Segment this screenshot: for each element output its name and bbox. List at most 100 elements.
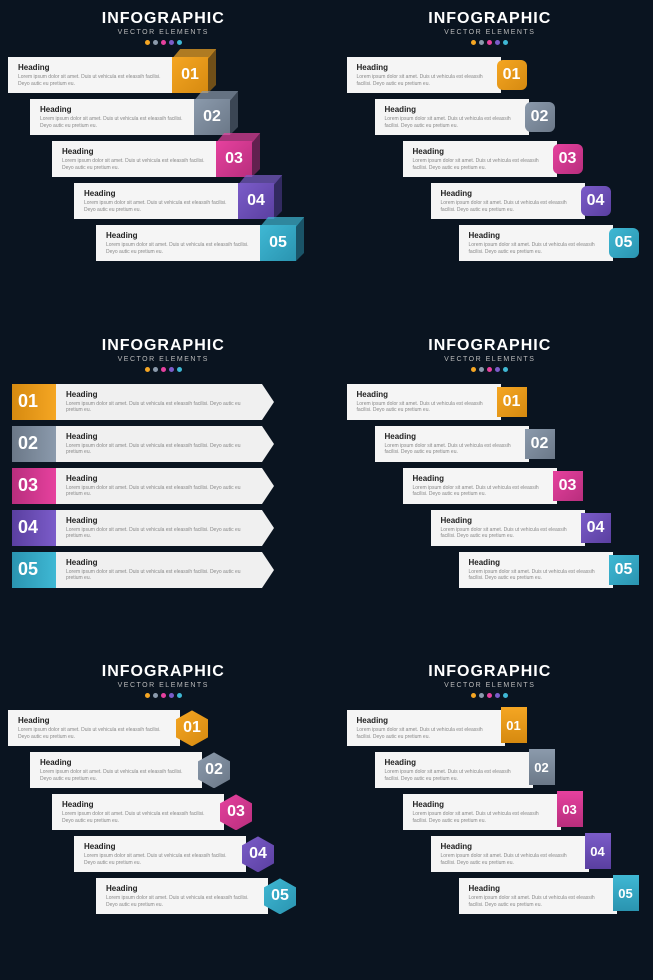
card-body: Lorem ipsum dolor sit amet. Duis ut vehi… (106, 895, 258, 908)
number-label: 04 (18, 517, 38, 538)
card-heading: Heading (441, 189, 575, 198)
dot-row (327, 40, 653, 45)
subtitle: VECTOR ELEMENTS (0, 356, 327, 363)
number-label: 04 (238, 183, 274, 219)
subtitle: VECTOR ELEMENTS (327, 356, 653, 363)
square-badge: 02 (525, 429, 555, 459)
card-heading: Heading (413, 800, 551, 809)
list-item: HeadingLorem ipsum dolor sit amet. Duis … (347, 710, 527, 746)
card-heading: Heading (469, 231, 603, 240)
list-item: HeadingLorem ipsum dolor sit amet. Duis … (375, 426, 555, 462)
info-card: Heading Lorem ipsum dolor sit amet. Duis … (459, 225, 613, 261)
square-badge: 04 (581, 513, 611, 543)
card-body: Lorem ipsum dolor sit amet. Duis ut vehi… (469, 242, 603, 255)
number-label: 04 (585, 833, 611, 869)
subtitle: VECTOR ELEMENTS (327, 682, 653, 689)
card-heading: Heading (413, 147, 547, 156)
list-item: 02HeadingLorem ipsum dolor sit amet. Dui… (12, 426, 262, 462)
decorative-dot (153, 367, 158, 372)
decorative-dot (495, 693, 500, 698)
list-item: HeadingLorem ipsum dolor sit amet. Duis … (8, 710, 208, 746)
info-card: HeadingLorem ipsum dolor sit amet. Duis … (347, 57, 501, 93)
panel-hexagons: INFOGRAPHIC VECTOR ELEMENTS HeadingLorem… (0, 653, 327, 980)
card-body: Lorem ipsum dolor sit amet. Duis ut vehi… (106, 242, 250, 255)
info-card: Heading Lorem ipsum dolor sit amet. Duis … (375, 752, 533, 788)
list-item: HeadingLorem ipsum dolor sit amet. Duis … (52, 141, 252, 177)
info-card: Heading Lorem ipsum dolor sit amet. Duis … (96, 878, 268, 914)
card-heading: Heading (385, 105, 519, 114)
hexagon-badge: 04 (242, 836, 274, 872)
card-heading: Heading (18, 63, 162, 72)
card-body: Lorem ipsum dolor sit amet. Duis ut vehi… (84, 200, 228, 213)
info-card: HeadingLorem ipsum dolor sit amet. Duis … (403, 141, 557, 177)
list-item: HeadingLorem ipsum dolor sit amet. Duis … (347, 57, 527, 93)
card-heading: Heading (106, 884, 258, 893)
info-card: HeadingLorem ipsum dolor sit amet. Duis … (74, 836, 246, 872)
arrow-badge: 01 (12, 384, 56, 420)
card-body: Lorem ipsum dolor sit amet. Duis ut vehi… (40, 769, 192, 782)
info-card: HeadingLorem ipsum dolor sit amet. Duis … (56, 426, 262, 462)
dot-row (0, 367, 327, 372)
list-item: 01HeadingLorem ipsum dolor sit amet. Dui… (12, 384, 262, 420)
square-badge: 05 (609, 555, 639, 585)
decorative-dot (471, 693, 476, 698)
card-heading: Heading (441, 842, 579, 851)
arrow-badge: 03 (12, 468, 56, 504)
card-heading: Heading (385, 758, 523, 767)
info-card: HeadingLorem ipsum dolor sit amet. Duis … (8, 57, 172, 93)
panel-squares: INFOGRAPHIC VECTOR ELEMENTS HeadingLorem… (327, 327, 653, 654)
info-card: HeadingLorem ipsum dolor sit amet. Duis … (74, 183, 238, 219)
decorative-dot (503, 40, 508, 45)
arrow-badge: 05 (12, 552, 56, 588)
decorative-dot (479, 367, 484, 372)
info-card: HeadingLorem ipsum dolor sit amet. Duis … (30, 99, 194, 135)
card-heading: Heading (40, 105, 184, 114)
list-item: HeadingLorem ipsum dolor sit amet. Duis … (459, 878, 639, 914)
info-card: Heading Lorem ipsum dolor sit amet. Duis … (431, 183, 585, 219)
card-heading: Heading (413, 474, 547, 483)
rounded-square-badge: 05 (609, 228, 639, 258)
panel-header: INFOGRAPHIC VECTOR ELEMENTS (327, 10, 653, 45)
rounded-square-badge: 03 (553, 144, 583, 174)
list-item: HeadingLorem ipsum dolor sit amet. Duis … (375, 99, 555, 135)
list-item: HeadingLorem ipsum dolor sit amet. Duis … (96, 225, 296, 261)
number-label: 01 (172, 57, 208, 93)
cube-badge: 03 (216, 141, 252, 177)
card-body: Lorem ipsum dolor sit amet. Duis ut vehi… (441, 200, 575, 213)
panel-rounded-squares: INFOGRAPHIC VECTOR ELEMENTS Heading Lorem… (327, 0, 653, 327)
card-heading: Heading (62, 800, 214, 809)
card-heading: Heading (62, 147, 206, 156)
card-body: Lorem ipsum dolor sit amet. Duis ut vehi… (413, 811, 551, 824)
card-body: Lorem ipsum dolor sit amet. Duis ut vehi… (66, 401, 252, 414)
card-heading: Heading (66, 432, 252, 441)
list-item: HeadingLorem ipsum dolor sit amet. Duis … (74, 183, 274, 219)
card-body: Lorem ipsum dolor sit amet. Duis ut vehi… (357, 74, 491, 87)
title: INFOGRAPHIC (327, 10, 653, 28)
info-card: HeadingLorem ipsum dolor sit amet. Duis … (459, 878, 617, 914)
list-item: Heading Lorem ipsum dolor sit amet. Duis … (375, 752, 555, 788)
number-label: 02 (194, 99, 230, 135)
hexagon-badge: 05 (264, 878, 296, 914)
decorative-dot (177, 40, 182, 45)
card-body: Lorem ipsum dolor sit amet. Duis ut vehi… (66, 485, 252, 498)
card-heading: Heading (66, 558, 252, 567)
card-body: Lorem ipsum dolor sit amet. Duis ut vehi… (385, 769, 523, 782)
number-label: 05 (260, 225, 296, 261)
decorative-dot (495, 40, 500, 45)
items-list: Heading Lorem ipsum dolor sit amet. Duis … (327, 57, 653, 261)
info-card: HeadingLorem ipsum dolor sit amet. Duis … (96, 225, 260, 261)
items-list: Heading Lorem ipsum dolor sit amet. Duis … (327, 710, 653, 914)
list-item: HeadingLorem ipsum dolor sit amet. Duis … (403, 141, 583, 177)
decorative-dot (153, 40, 158, 45)
decorative-dot (169, 367, 174, 372)
card-body: Lorem ipsum dolor sit amet. Duis ut vehi… (413, 485, 547, 498)
info-card: HeadingLorem ipsum dolor sit amet. Duis … (459, 552, 613, 588)
card-heading: Heading (18, 716, 170, 725)
info-card: Heading Lorem ipsum dolor sit amet. Duis … (403, 794, 561, 830)
info-card: HeadingLorem ipsum dolor sit amet. Duis … (56, 468, 262, 504)
list-item: Heading Lorem ipsum dolor sit amet. Duis … (403, 468, 583, 504)
list-item: HeadingLorem ipsum dolor sit amet. Duis … (30, 99, 230, 135)
square-badge: 03 (553, 471, 583, 501)
decorative-dot (153, 693, 158, 698)
items-list: Heading Lorem ipsum dolor sit amet. Duis … (327, 384, 653, 588)
